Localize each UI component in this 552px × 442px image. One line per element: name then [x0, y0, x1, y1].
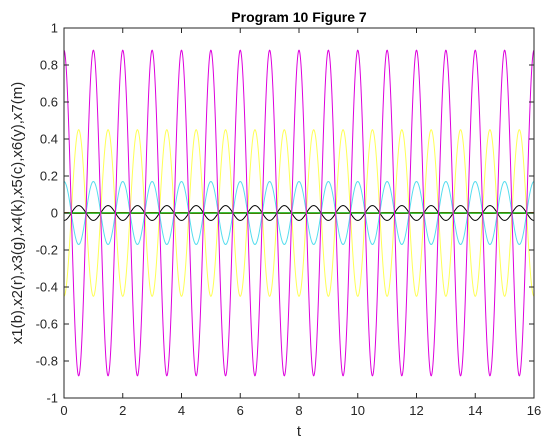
y-tick-label: -0.4 [36, 280, 58, 295]
x-tick-label: 8 [295, 403, 302, 418]
y-tick-label: 0.8 [40, 58, 58, 73]
x-axis: 0 2 4 6 8 10 12 14 16 [60, 28, 541, 418]
y-tick-label: 0.6 [40, 95, 58, 110]
x-tick-label: 14 [468, 403, 482, 418]
y-tick-label: 0.2 [40, 169, 58, 184]
x-tick-label: 16 [527, 403, 541, 418]
chart-title: Program 10 Figure 7 [231, 9, 367, 25]
series-line-7 [63, 49, 535, 377]
x-axis-label: t [297, 423, 302, 440]
x-tick-label: 0 [60, 403, 67, 418]
x-tick-label: 4 [178, 403, 185, 418]
y-tick-label: -1 [46, 391, 58, 406]
y-axis: -1 -0.8 -0.6 -0.4 -0.2 0 0.2 0.4 0.6 0.8 1 [36, 21, 534, 406]
x-tick-label: 6 [237, 403, 244, 418]
x-tick-label: 12 [409, 403, 423, 418]
series-line-5 [63, 181, 535, 245]
series-layer [63, 49, 535, 377]
y-axis-label: x1(b),x2(r),x3(g),x4(k),x5(c),x6(y),x7(m… [9, 82, 26, 345]
y-tick-label: -0.6 [36, 317, 58, 332]
x-tick-label: 10 [351, 403, 365, 418]
x-tick-label: 2 [119, 403, 126, 418]
series-line-4 [63, 205, 535, 221]
y-tick-label: 0 [51, 206, 58, 221]
series-line-6 [63, 129, 535, 297]
y-tick-label: 1 [51, 21, 58, 36]
y-tick-label: -0.2 [36, 243, 58, 258]
y-tick-label: 0.4 [40, 132, 58, 147]
y-tick-label: -0.8 [36, 354, 58, 369]
